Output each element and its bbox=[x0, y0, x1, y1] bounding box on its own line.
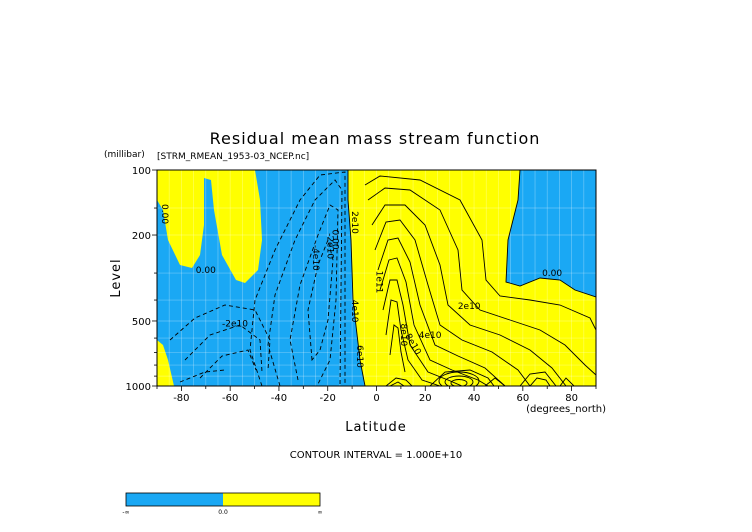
contour-label: 0.00 bbox=[330, 230, 340, 250]
contour-label: 4e10 bbox=[419, 331, 442, 341]
plot-area: 0.000.00-2e10-4e10 -2e100.002e104e106e101… bbox=[157, 170, 596, 386]
colorbar-label-zero: 0.0 bbox=[218, 509, 228, 516]
contour-labels: 0.000.00-2e10-4e10 -2e100.002e104e106e101… bbox=[159, 204, 563, 368]
positive-contours bbox=[364, 175, 596, 386]
contour-label: -4e10 bbox=[310, 245, 320, 271]
y-tick-label: 1000 bbox=[126, 382, 151, 393]
y-units-label: (millibar) bbox=[104, 150, 145, 160]
positive-region-south-upper bbox=[157, 170, 262, 283]
colorbar-positive-swatch bbox=[223, 493, 320, 506]
source-file-label: [STRM_RMEAN_1953-03_NCEP.nc] bbox=[157, 152, 309, 162]
contour-label: 0.00 bbox=[542, 269, 562, 279]
contour-label: -2e10 bbox=[325, 233, 335, 259]
x-axis-title: Latitude bbox=[345, 420, 407, 435]
x-tick-label: 0 bbox=[373, 393, 379, 404]
y-tick-label: 100 bbox=[132, 166, 151, 177]
y-axis: 100 200 500 1000 bbox=[126, 166, 157, 393]
colorbar-label-min: -∞ bbox=[122, 509, 129, 516]
x-units-label: (degrees_north) bbox=[526, 404, 606, 415]
x-tick-label: -20 bbox=[320, 393, 336, 404]
grid-lines bbox=[157, 170, 596, 386]
contour-label: 4e10 bbox=[349, 300, 359, 323]
y-axis-title: Level bbox=[109, 258, 124, 297]
positive-region-south-lower bbox=[157, 340, 174, 386]
x-axis: -80 -60 -40 -20 0 20 40 60 80 bbox=[156, 386, 597, 404]
contour-interval-label: CONTOUR INTERVAL = 1.000E+10 bbox=[290, 450, 462, 461]
colorbar: -∞ 0.0 ∞ bbox=[122, 492, 323, 516]
colorbar-label-max: ∞ bbox=[318, 509, 323, 516]
contour-label: 2e10 bbox=[349, 211, 359, 234]
contour-label: 0.00 bbox=[159, 204, 169, 224]
x-tick-label: -80 bbox=[173, 393, 189, 404]
y-tick-label: 500 bbox=[132, 317, 151, 328]
x-tick-label: 20 bbox=[419, 393, 432, 404]
x-tick-label: -40 bbox=[271, 393, 287, 404]
positive-region-tropics bbox=[348, 170, 596, 386]
contour-label: 6e10 bbox=[354, 345, 364, 368]
x-tick-label: 40 bbox=[468, 393, 481, 404]
contour-label: -2e10 bbox=[222, 319, 248, 329]
contour-label: 2e10 bbox=[458, 302, 481, 312]
colorbar-negative-swatch bbox=[126, 493, 223, 506]
negative-contours bbox=[169, 171, 346, 386]
zero-contours bbox=[347, 170, 596, 386]
x-tick-label: 60 bbox=[516, 393, 529, 404]
contour-label: 0.00 bbox=[196, 266, 216, 276]
contour-label: 1e11 bbox=[374, 271, 384, 294]
x-tick-label: 80 bbox=[565, 393, 578, 404]
contour-label: 8e10 bbox=[398, 324, 408, 347]
y-tick-label: 200 bbox=[132, 231, 151, 242]
chart-title: Residual mean mass stream function bbox=[210, 129, 541, 148]
x-tick-label: -60 bbox=[222, 393, 238, 404]
colorbar-frame bbox=[125, 492, 321, 507]
